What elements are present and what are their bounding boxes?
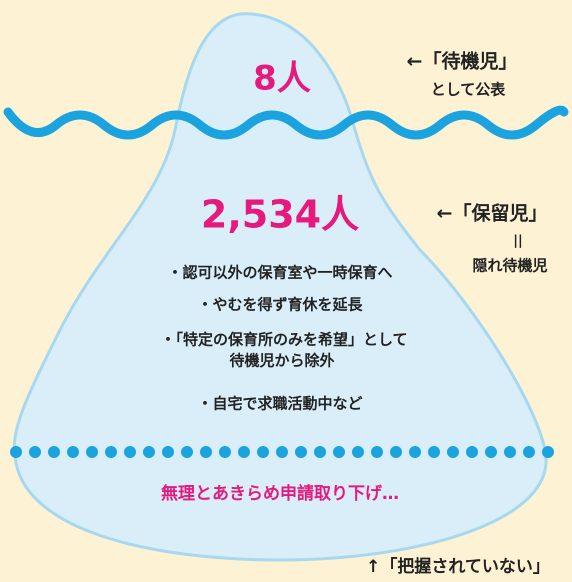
dot [105, 446, 117, 458]
dot [371, 446, 383, 458]
dot [29, 446, 41, 458]
iceberg-diagram: 8人 ←「待機児」 として公表 2,534人 ←「保留児」 || 隠れ待機児 ・… [0, 0, 572, 582]
dot [295, 446, 307, 458]
dot [333, 446, 345, 458]
item: ・認可以外の保育室や一時保育へ [167, 264, 392, 282]
dot [485, 446, 497, 458]
dot [86, 446, 98, 458]
dot [504, 446, 516, 458]
dot [447, 446, 459, 458]
item: 待機児から除外 [229, 352, 334, 370]
item: ・やむを得ず育休を延長 [197, 296, 363, 314]
top-note: として公表 [431, 81, 507, 99]
dot [181, 446, 193, 458]
middle-equals: || [513, 234, 523, 249]
dotted-line [10, 446, 554, 458]
dot [523, 446, 535, 458]
bottom-label: ↑「把握されていない」 [366, 556, 550, 577]
item: ・「特定の保育所のみを希望」として [160, 331, 407, 349]
dot [428, 446, 440, 458]
dot [143, 446, 155, 458]
page: 8人 ←「待機児」 として公表 2,534人 ←「保留児」 || 隠れ待機児 ・… [0, 0, 572, 582]
dot [200, 446, 212, 458]
dot [314, 446, 326, 458]
dot [409, 446, 421, 458]
dot [257, 446, 269, 458]
top-label: ←「待機児」 [407, 50, 518, 73]
middle-note: 隠れ待機児 [472, 257, 547, 275]
middle-count: 2,534人 [201, 193, 359, 237]
dot [162, 446, 174, 458]
dot [390, 446, 402, 458]
top-count: 8人 [253, 59, 311, 99]
dot [48, 446, 60, 458]
dot [352, 446, 364, 458]
dot [124, 446, 136, 458]
dot [276, 446, 288, 458]
dot [219, 446, 231, 458]
item: ・自宅で求職活動中など [197, 395, 362, 413]
dot [466, 446, 478, 458]
dot [542, 446, 554, 458]
middle-label: ←「保留児」 [437, 202, 548, 225]
bottom-text: 無理とあきらめ申請取り下げ… [161, 483, 399, 504]
dot [238, 446, 250, 458]
dot [67, 446, 79, 458]
dot [10, 446, 22, 458]
